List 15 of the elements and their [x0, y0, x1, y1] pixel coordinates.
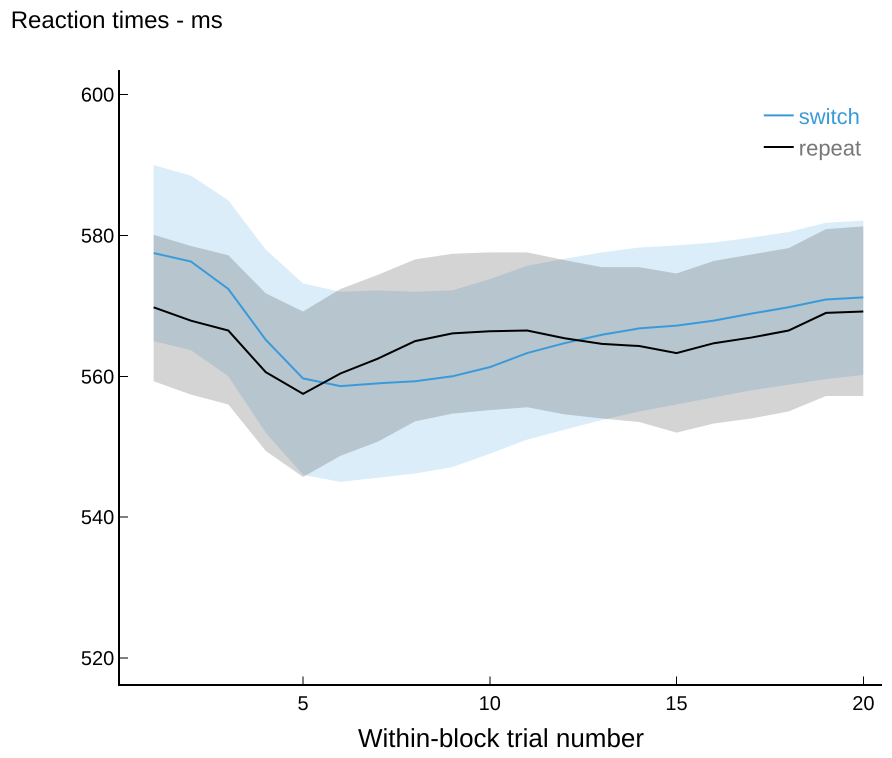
y-tick-label: 520 — [80, 648, 114, 670]
x-axis-title: Within-block trial number — [358, 722, 644, 753]
x-tick-label: 15 — [665, 692, 688, 715]
y-tick-label: 600 — [80, 84, 114, 107]
x-tick-label: 20 — [852, 692, 874, 715]
line-series — [152, 252, 864, 388]
x-tick-label: 5 — [297, 692, 309, 715]
chart-title: Reaction times - ms — [10, 7, 223, 34]
x-tick-label: 10 — [478, 692, 501, 715]
legend-label: switch — [798, 104, 860, 129]
line-series — [152, 306, 864, 395]
y-tick-label: 560 — [80, 366, 114, 388]
y-tick-label: 540 — [80, 507, 114, 530]
y-tick-label: 580 — [80, 225, 114, 248]
legend-label: repeat — [798, 136, 862, 161]
